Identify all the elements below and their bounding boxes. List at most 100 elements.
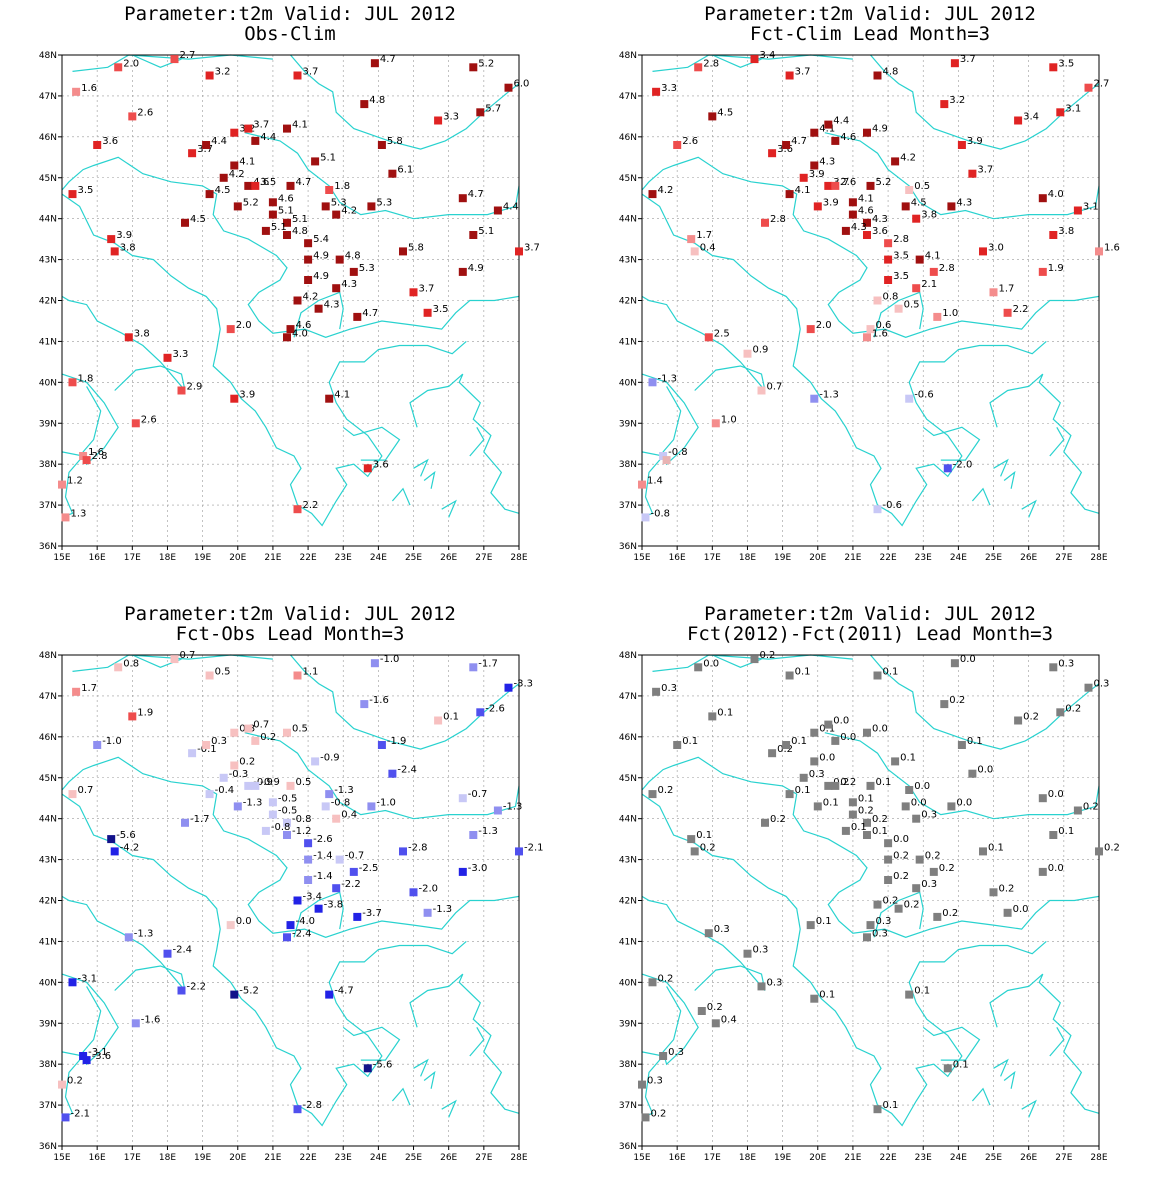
coastline — [61, 156, 520, 338]
coastline — [72, 654, 273, 672]
x-tick-label: 21E — [844, 553, 861, 563]
station-marker — [768, 149, 777, 158]
coastline — [971, 487, 991, 506]
station-marker — [750, 55, 759, 64]
station-value-label: 0.1 — [876, 777, 892, 788]
x-tick-label: 26E — [440, 1153, 457, 1163]
station-value-label: -4.2 — [120, 842, 140, 853]
station-marker — [912, 814, 921, 823]
station-value-label: 0.1 — [872, 826, 888, 837]
station-marker — [128, 112, 137, 121]
station-marker — [283, 728, 291, 737]
station-marker — [286, 325, 295, 334]
coastline — [293, 891, 344, 938]
station-value-label: 4.4 — [260, 132, 276, 143]
stations: 2.83.43.7 4.83.7 3.52.73.34.54.14.44.93.23… — [638, 50, 1120, 522]
station-marker — [515, 247, 523, 256]
coastline — [441, 499, 457, 518]
station-marker — [866, 181, 875, 190]
station-marker — [170, 55, 179, 64]
station-value-label: 0.8 — [123, 658, 139, 669]
station-value-label: 4.9 — [313, 251, 329, 262]
station-marker — [641, 513, 650, 522]
station-marker — [469, 231, 478, 239]
graticule — [642, 55, 1099, 546]
map-frame — [61, 654, 520, 1147]
x-tick-label: 16E — [89, 1153, 106, 1163]
station-marker — [652, 87, 661, 96]
axes: 15E 16E 17E 18E 19E 20E 21E 22E 23E 24E 25E 26E 27E 2… — [619, 651, 1108, 1163]
station-value-label: 0.2 — [858, 806, 874, 817]
station-marker — [785, 71, 794, 80]
station-marker — [641, 1113, 650, 1122]
station-value-label: 0.2 — [260, 732, 276, 743]
coastline — [342, 426, 401, 461]
station-marker — [131, 1019, 140, 1028]
station-marker — [863, 728, 871, 737]
station-value-label: 1.8 — [334, 181, 350, 192]
station-value-label: 0.1 — [443, 712, 459, 723]
station-marker — [957, 141, 966, 149]
y-tick-label: 45N — [619, 774, 637, 784]
station-value-label: -0.6 — [914, 390, 934, 401]
station-value-label: 2.6 — [682, 136, 698, 147]
station-value-label: 3.0 — [988, 242, 1004, 253]
y-tick-label: 38N — [39, 1060, 57, 1070]
station-marker — [72, 87, 81, 96]
station-marker — [690, 247, 699, 256]
station-value-label: 0.5 — [914, 181, 930, 192]
station-map: 15E 16E 17E 18E 19E 20E 21E 22E 23E 24E 25E 26E 27E 2… — [39, 50, 540, 563]
station-value-label: 3.7 — [524, 242, 540, 253]
station-marker — [244, 124, 253, 133]
station-value-label: -1.6 — [369, 695, 389, 706]
x-tick-label: 27E — [475, 1153, 492, 1163]
station-marker — [283, 831, 291, 839]
station-marker — [1038, 867, 1047, 876]
station-value-label: 0.3 — [668, 1047, 684, 1058]
station-marker — [813, 202, 822, 211]
station-marker — [268, 810, 277, 819]
station-value-label: 0.2 — [883, 896, 899, 907]
station-value-label: -0.9 — [253, 777, 273, 788]
station-value-label: 0.5 — [292, 724, 308, 735]
x-tick-label: 22E — [300, 553, 317, 563]
station-value-label: 1.9 — [1048, 263, 1064, 274]
station-value-label: 3.6 — [102, 136, 118, 147]
station-marker — [388, 169, 397, 178]
station-value-label: 5.2 — [876, 177, 892, 188]
station-marker — [110, 847, 119, 856]
station-value-label: -0.8 — [668, 447, 688, 458]
station-map: 15E 16E 17E 18E 19E 20E 21E 22E 23E 24E 25E 26E 27E 2… — [619, 650, 1120, 1163]
station-marker — [841, 226, 850, 235]
station-marker — [93, 141, 102, 149]
station-marker — [905, 394, 914, 403]
station-value-label: 4.1 — [795, 185, 811, 196]
station-map: 15E 16E 17E 18E 19E 20E 21E 22E 23E 24E 25E 26E 27E 2… — [619, 50, 1120, 563]
station-marker — [711, 1019, 720, 1028]
station-marker — [761, 818, 769, 827]
y-tick-label: 42N — [39, 297, 57, 307]
coastline — [1049, 1027, 1065, 1057]
station-marker — [891, 757, 900, 766]
graticule — [642, 655, 1099, 1146]
x-tick-label: 18E — [159, 553, 176, 563]
station-marker — [304, 876, 313, 884]
station-marker — [128, 712, 137, 721]
station-marker — [785, 671, 794, 680]
x-tick-label: 15E — [53, 553, 70, 563]
station-marker — [202, 741, 211, 749]
station-marker — [219, 773, 228, 782]
station-marker — [251, 736, 260, 745]
station-value-label: 0.3 — [753, 945, 769, 956]
station-value-label: 1.7 — [81, 683, 97, 694]
station-marker — [841, 826, 850, 835]
station-marker — [761, 218, 769, 227]
station-value-label: -5.6 — [373, 1059, 393, 1070]
station-marker — [884, 855, 893, 864]
coastline — [873, 891, 924, 938]
station-marker — [810, 161, 819, 170]
station-marker — [848, 798, 857, 807]
station-marker — [353, 312, 362, 321]
station-marker — [304, 276, 313, 284]
station-marker — [360, 700, 369, 709]
